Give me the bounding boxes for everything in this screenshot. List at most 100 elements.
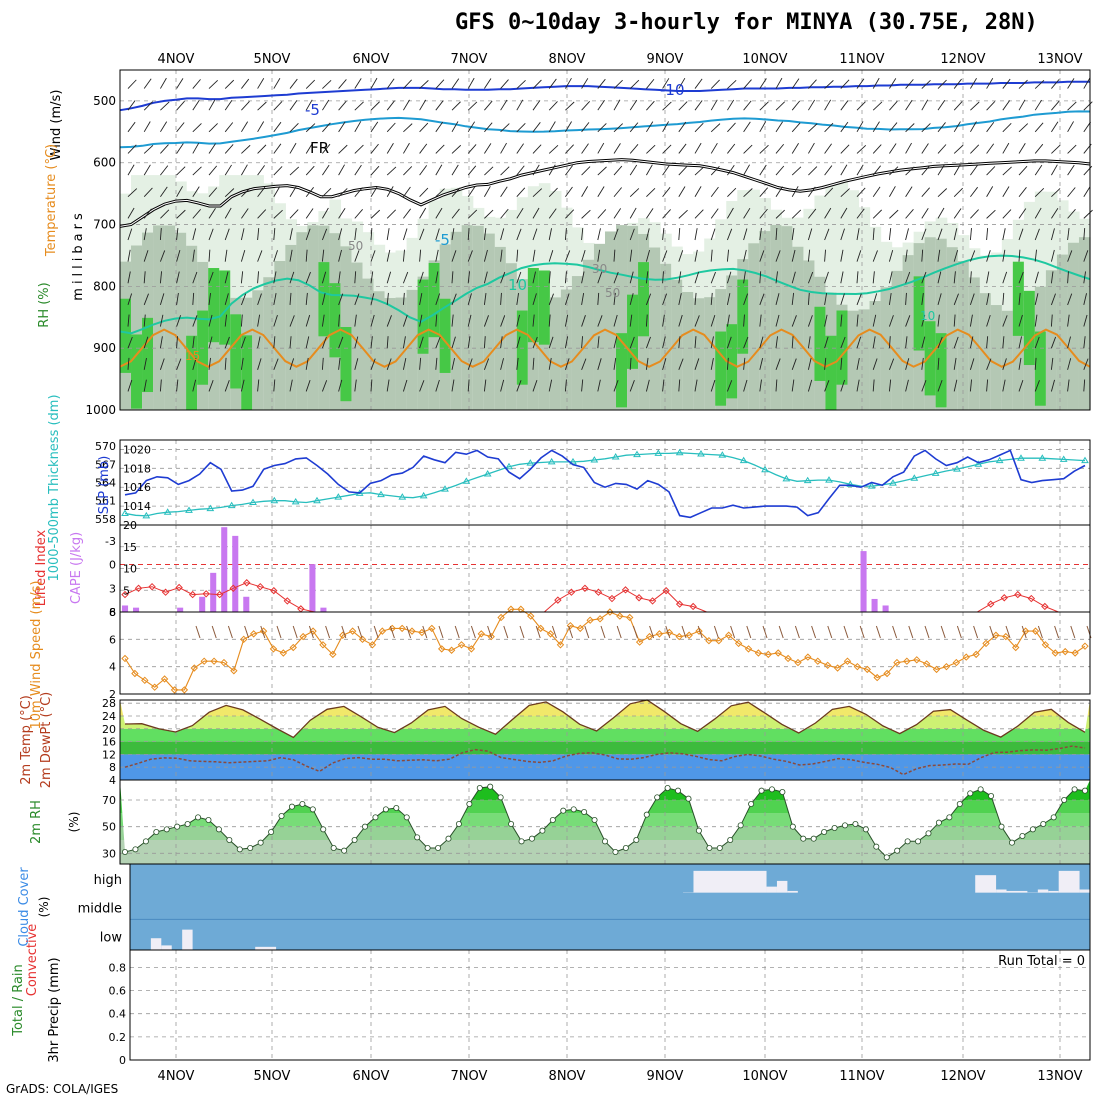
wind-barb bbox=[240, 379, 245, 392]
rh-shade-mid bbox=[505, 263, 518, 410]
rh-marker bbox=[695, 827, 702, 834]
wind-barb bbox=[937, 100, 946, 111]
x-tick-bottom: 7NOV bbox=[451, 1069, 488, 1084]
wind-barb bbox=[613, 228, 619, 241]
precip-tick: 0.2 bbox=[109, 1031, 127, 1044]
wind-barb-10m bbox=[503, 625, 509, 639]
wind-barb bbox=[338, 293, 344, 306]
wind-barb bbox=[872, 121, 880, 133]
rh-shade-green bbox=[638, 262, 650, 337]
wind-barb bbox=[1067, 314, 1070, 327]
wind-barb bbox=[564, 336, 569, 349]
wind-speed-marker bbox=[240, 635, 248, 644]
wind-barb bbox=[872, 101, 883, 111]
wind-barb bbox=[743, 357, 746, 370]
wind-barb bbox=[937, 336, 943, 349]
wind-speed-marker bbox=[586, 616, 594, 624]
wind-barb bbox=[710, 292, 713, 305]
wind-barb bbox=[451, 271, 454, 284]
wind-barb bbox=[500, 123, 510, 133]
wind-barb bbox=[338, 228, 343, 241]
rh-marker bbox=[518, 838, 525, 845]
wind-barb bbox=[1083, 227, 1086, 241]
wind-barb bbox=[872, 336, 876, 349]
thickness-marker bbox=[313, 496, 321, 504]
wind-barb bbox=[694, 228, 698, 241]
wind-barb-10m bbox=[956, 625, 962, 639]
wind-barb bbox=[743, 314, 745, 327]
thickness-marker bbox=[782, 474, 791, 482]
wind-barb bbox=[645, 228, 650, 241]
wind-barb bbox=[678, 77, 686, 89]
rh-shade-mid bbox=[858, 309, 871, 410]
cape-bar bbox=[177, 607, 184, 612]
lifted-marker bbox=[675, 600, 684, 608]
wind-barb bbox=[435, 207, 443, 219]
wind-barb bbox=[273, 336, 276, 349]
wind-barb bbox=[370, 293, 375, 306]
wind-barb bbox=[613, 292, 616, 305]
wind-barb bbox=[435, 100, 444, 111]
wind-barb bbox=[1034, 164, 1043, 176]
wind-barb bbox=[791, 122, 801, 133]
cape-bar bbox=[122, 605, 129, 612]
wind-barb bbox=[500, 249, 503, 262]
wind-barb bbox=[905, 315, 911, 327]
wind-barb bbox=[241, 208, 249, 219]
wind-barb bbox=[143, 144, 154, 154]
wind-barb bbox=[840, 228, 845, 241]
wind-speed-marker bbox=[299, 632, 307, 641]
wind-barb bbox=[1018, 357, 1022, 370]
wind-barb bbox=[532, 122, 541, 133]
wind-barb bbox=[386, 292, 389, 305]
rh-marker bbox=[894, 847, 901, 854]
rh-marker bbox=[268, 829, 275, 836]
wind-barb bbox=[629, 293, 634, 306]
footer-credit: GrADS: COLA/IGES bbox=[6, 1082, 119, 1096]
wind-barb bbox=[419, 80, 429, 89]
wind-barb bbox=[597, 358, 602, 370]
wind-barb bbox=[354, 358, 359, 370]
wind-barb bbox=[678, 336, 681, 349]
wind-barb bbox=[888, 358, 895, 370]
wind-barb bbox=[710, 336, 714, 349]
wind-barb bbox=[953, 357, 957, 370]
rh-marker bbox=[758, 787, 765, 794]
rh-shade-mid bbox=[285, 244, 297, 410]
wind-speed-marker bbox=[596, 615, 604, 623]
rh-marker bbox=[789, 823, 796, 830]
rh-shade-green bbox=[340, 327, 353, 402]
rh-marker bbox=[685, 795, 692, 802]
wind-barb bbox=[581, 143, 589, 154]
wind-barb bbox=[597, 379, 601, 392]
wind-barb bbox=[241, 144, 251, 154]
wind-barb bbox=[1067, 144, 1077, 154]
rh-marker bbox=[539, 827, 546, 834]
wind-barb bbox=[532, 228, 538, 241]
lifted-marker bbox=[202, 590, 210, 598]
rh-marker bbox=[1061, 797, 1068, 804]
wind-barb bbox=[338, 357, 341, 370]
rh-marker bbox=[174, 823, 181, 830]
wind-barb bbox=[483, 379, 487, 392]
thickness-marker bbox=[377, 490, 385, 498]
wind-barb bbox=[856, 271, 859, 284]
wind-barb bbox=[322, 164, 330, 176]
wind-barb bbox=[435, 249, 439, 262]
wind-barb bbox=[451, 228, 455, 241]
wind-barb bbox=[1050, 357, 1054, 370]
wind-barb bbox=[192, 379, 197, 392]
wind-barb bbox=[759, 336, 764, 349]
wind-barb bbox=[1083, 293, 1087, 306]
wind-barb bbox=[273, 186, 281, 197]
rh-marker bbox=[800, 835, 807, 842]
wind-barb bbox=[726, 271, 732, 284]
wind-barb bbox=[143, 228, 147, 241]
wind-barb bbox=[970, 144, 980, 154]
x-tick-bottom: 12NOV bbox=[940, 1069, 985, 1084]
precip-rain-label: Total / Rain bbox=[11, 964, 26, 1037]
wind-barb bbox=[808, 142, 815, 154]
wind-barb bbox=[419, 143, 428, 154]
wind-barb bbox=[581, 228, 584, 241]
wind-barb bbox=[662, 228, 665, 241]
